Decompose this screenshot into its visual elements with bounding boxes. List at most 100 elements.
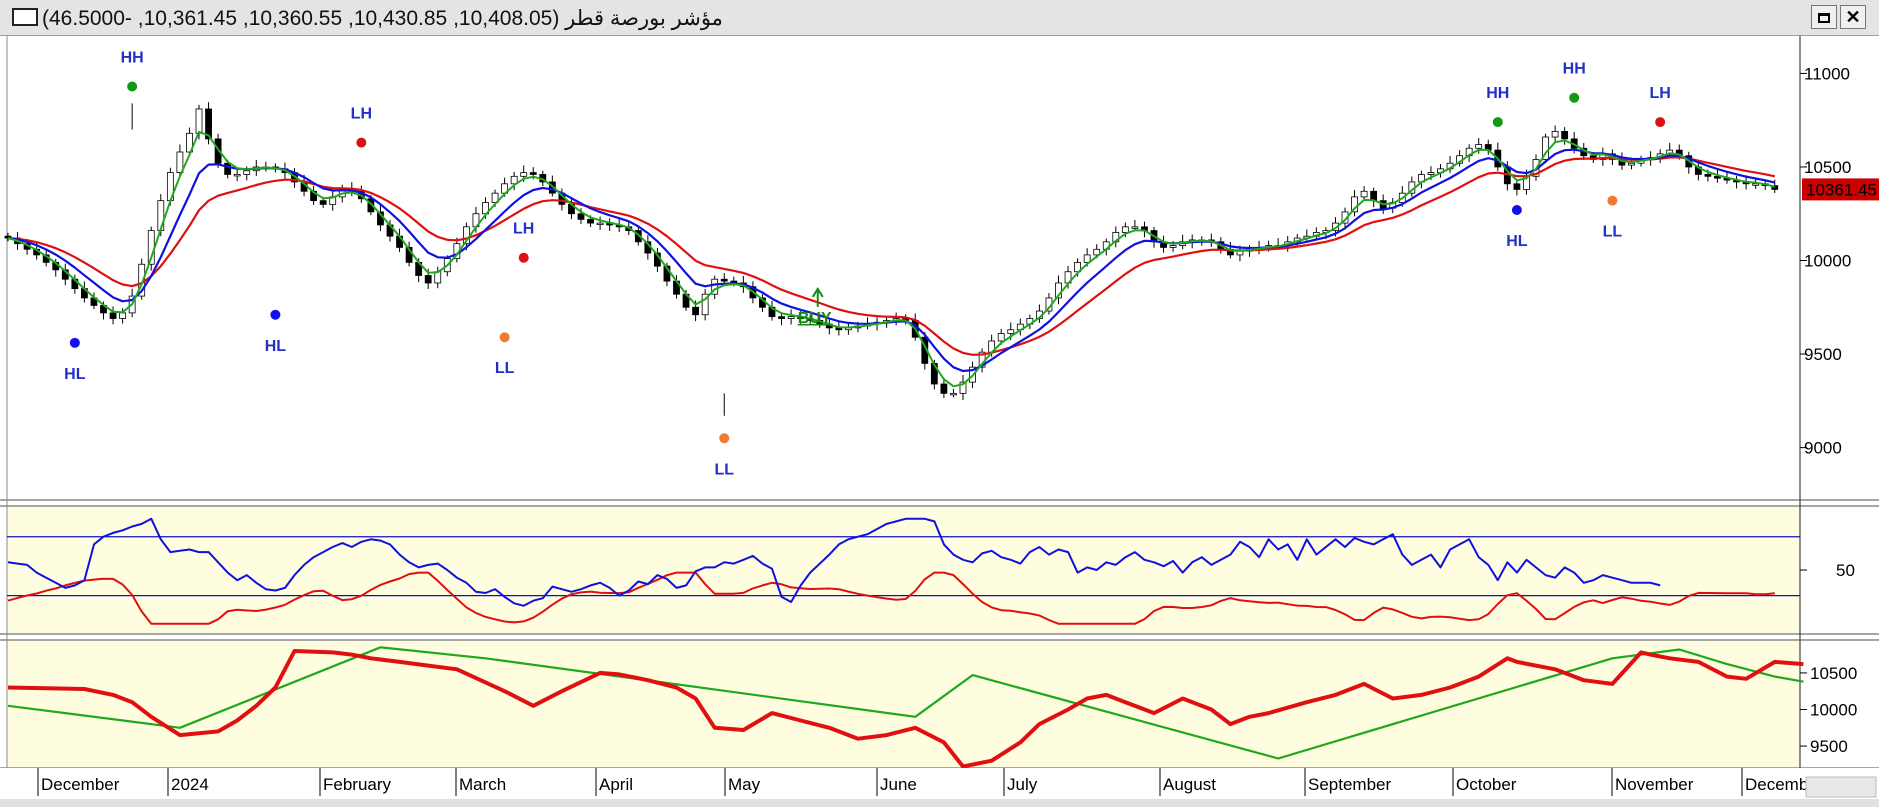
- time-tick-label: November: [1615, 775, 1694, 794]
- lower-tick-label: 9500: [1810, 737, 1848, 756]
- candle-up: [596, 222, 604, 225]
- time-tick-label: September: [1308, 775, 1391, 794]
- candle-up: [434, 271, 442, 284]
- chart-canvas: 9000 9500 10000 10500 11000 10361.45 HH LH LH HH H…: [0, 36, 1879, 807]
- oscillator-blue-line: [7, 517, 1661, 607]
- candle-up: [510, 175, 518, 185]
- candle-down: [319, 200, 327, 205]
- candle-up: [1628, 162, 1635, 166]
- lower-tick-label: 10000: [1810, 700, 1857, 719]
- candle-up: [195, 108, 203, 134]
- trough-dot: [1511, 205, 1522, 215]
- candle-up: [1169, 245, 1177, 248]
- ma-fast-line: [7, 130, 1776, 388]
- candle-down: [587, 218, 594, 224]
- candle-down: [1714, 175, 1721, 179]
- time-tick-label: December: [1745, 775, 1824, 794]
- lower-tick-label: 10500: [1810, 664, 1857, 683]
- candle-up: [1475, 144, 1483, 149]
- time-tick-label: August: [1163, 775, 1216, 794]
- candle-up: [520, 172, 528, 177]
- candle-up: [1093, 248, 1101, 256]
- peak-label: HH: [1563, 61, 1586, 78]
- oscillator-panel: [7, 506, 1800, 634]
- peak-dot: [127, 81, 138, 92]
- lower-indicator-panel: [7, 640, 1800, 768]
- peak-dot: [518, 252, 529, 263]
- time-tick-label: February: [323, 775, 392, 794]
- trough-label: HL: [1506, 233, 1528, 250]
- candle-up: [959, 381, 967, 394]
- peak-dot: [356, 137, 367, 148]
- maximize-button[interactable]: [1811, 5, 1837, 29]
- candle-down: [367, 198, 375, 213]
- horizontal-scrollbar: [0, 799, 1879, 807]
- trough-dot: [499, 332, 510, 343]
- candle-down: [1771, 185, 1779, 190]
- peak-label: HH: [121, 50, 144, 67]
- candle-up: [1083, 254, 1091, 263]
- trough-dot: [719, 433, 730, 444]
- candle-up: [186, 132, 193, 153]
- candle-up: [1007, 329, 1015, 334]
- candle-down: [224, 162, 232, 175]
- candle-up: [1360, 190, 1368, 198]
- price-tick-label: 9000: [1804, 439, 1842, 458]
- peak-dot: [1569, 92, 1580, 103]
- trough-label: HL: [265, 338, 287, 355]
- lower-green-line: [7, 646, 1804, 760]
- trough-label: HL: [64, 366, 86, 383]
- peak-label: LH: [1649, 85, 1670, 102]
- candle-down: [720, 278, 728, 282]
- candle-up: [997, 333, 1005, 342]
- candle-up: [1551, 131, 1559, 138]
- peak-dot: [1492, 117, 1503, 128]
- scroll-box: [1805, 776, 1877, 798]
- trough-dot: [1607, 195, 1618, 206]
- peak-label: LH: [351, 106, 372, 123]
- time-tick-label: 2024: [171, 775, 209, 794]
- window-icon: [12, 8, 38, 26]
- trough-dot: [69, 337, 80, 348]
- peak-dot: [1655, 117, 1666, 128]
- price-tick-label: 10500: [1804, 158, 1851, 177]
- candle-up: [1351, 196, 1358, 213]
- candle-up: [119, 312, 126, 319]
- maximize-icon: [1818, 13, 1830, 23]
- candle-up: [1121, 226, 1129, 233]
- candle-up: [1236, 250, 1244, 256]
- last-price-tag: [1802, 178, 1879, 201]
- lower-red-line: [7, 649, 1804, 769]
- candle-down: [4, 235, 12, 239]
- candle-down: [1513, 183, 1521, 190]
- price-tick-label: 11000: [1804, 64, 1850, 83]
- candle-up: [176, 151, 184, 173]
- candle-down: [1561, 131, 1569, 140]
- close-button[interactable]: ✕: [1840, 5, 1866, 29]
- window-titlebar: مؤشر بورصة قطر (10,408.05, 10,430.85, 10…: [0, 0, 1879, 36]
- candle-up: [787, 316, 795, 319]
- time-tick-label: December: [41, 775, 120, 794]
- time-tick-label: June: [880, 775, 917, 794]
- last-price-label: 10361.45: [1806, 180, 1877, 199]
- lower-axis-area: [1800, 640, 1879, 768]
- trough-dot: [270, 309, 281, 320]
- trough-label: LL: [1603, 224, 1623, 241]
- candle-up: [1131, 226, 1139, 229]
- candle-down: [109, 312, 117, 319]
- candle-up: [233, 174, 241, 177]
- candle-down: [778, 316, 785, 319]
- time-tick-label: March: [459, 775, 506, 794]
- trough-label: LL: [495, 360, 515, 377]
- buy-signal-label: BUY: [798, 310, 832, 327]
- candle-up: [1427, 172, 1435, 175]
- candle-down: [577, 213, 585, 220]
- time-tick-label: April: [599, 775, 633, 794]
- peak-label: HH: [1486, 85, 1509, 102]
- oscillator-axis-area: [1800, 506, 1879, 634]
- price-tick-label: 9500: [1804, 345, 1842, 364]
- window-title: مؤشر بورصة قطر (10,408.05, 10,430.85, 10…: [42, 7, 723, 30]
- candle-up: [243, 170, 251, 175]
- oscillator-tick-label: 50: [1836, 561, 1855, 580]
- trough-label: LL: [714, 461, 734, 478]
